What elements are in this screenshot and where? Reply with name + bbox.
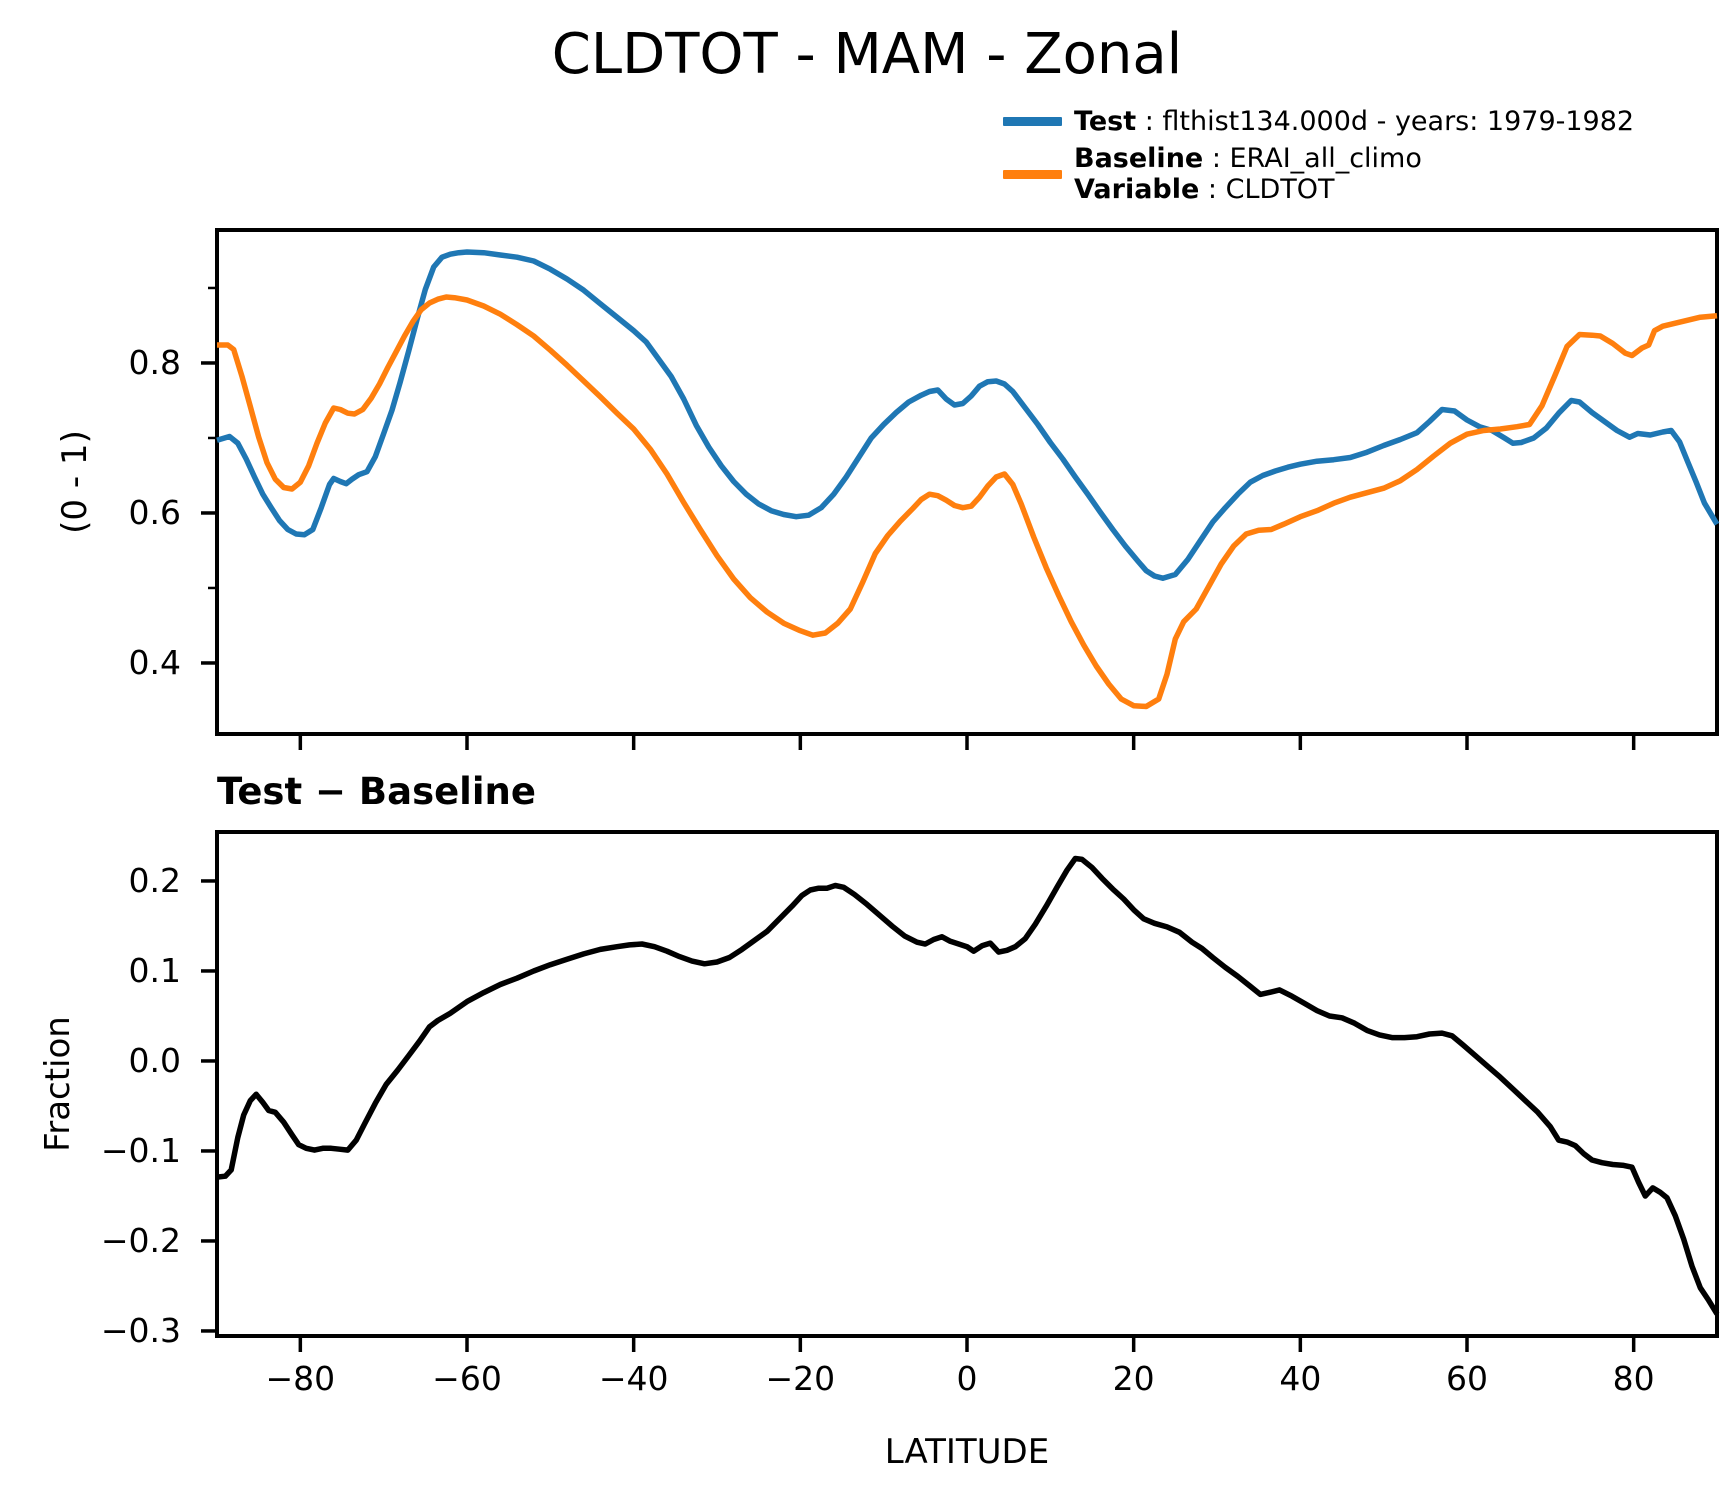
x-tick-label: −60 [432,1359,502,1398]
test-line-swatch [1003,117,1062,126]
x-axis-label: LATITUDE [884,1432,1050,1472]
x-tick-label: −40 [598,1359,669,1398]
difference-plot-title: Test − Baseline [217,770,536,813]
x-tick-label: −80 [265,1359,336,1398]
series-line-baseline [217,294,1718,710]
legend: Test : flthist134.000d - years: 1979-198… [1003,100,1634,210]
y-tick-label: −0.3 [100,1310,181,1350]
baseline-line-swatch [1003,170,1062,179]
y-tick-label: 0.2 [128,860,181,900]
y-tick-label: 0.6 [128,492,181,532]
x-tick-label: 40 [1279,1359,1322,1398]
y-tick-label: 0.1 [128,950,181,990]
legend-baseline-row: Baseline : ERAI_all_climo [1074,143,1422,174]
x-tick-label: 80 [1612,1359,1655,1398]
legend-baseline-value: : ERAI_all_climo [1203,143,1422,174]
axes-frame-bottom [215,830,1719,1338]
x-tick-label: 60 [1446,1359,1488,1398]
x-tick-label: 20 [1112,1359,1155,1398]
y-tick-label: 0.8 [128,342,181,382]
legend-baseline-label: Baseline [1074,143,1204,174]
legend-entry-test: Test : flthist134.000d - years: 1979-198… [1074,106,1634,137]
axes-frame-top [215,228,1719,736]
figure-title: CLDTOT - MAM - Zonal [551,22,1183,87]
legend-variable-value: : CLDTOT [1199,174,1335,205]
y-tick-label: 0.4 [128,642,181,682]
series-line-test [216,249,1720,581]
legend-test-label: Test [1074,106,1137,137]
legend-entry-baseline: Baseline : ERAI_all_climo Variable : CLD… [1074,143,1422,205]
legend-variable-label: Variable [1074,174,1200,205]
legend-variable-row: Variable : CLDTOT [1074,174,1422,205]
legend-test-value: : flthist134.000d - years: 1979-1982 [1136,106,1635,137]
y-tick-label: −0.1 [100,1130,181,1170]
y-tick-label: −0.2 [100,1220,181,1260]
y-tick-label: 0.0 [128,1040,181,1080]
x-tick-label: 0 [956,1359,978,1398]
x-tick-label: −20 [765,1359,836,1398]
series-line-test-minus-baseline [216,855,1720,1316]
